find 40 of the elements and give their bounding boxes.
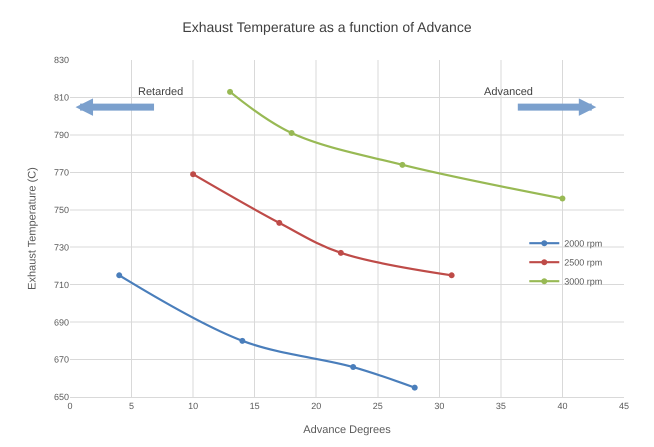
y-tick-label: 670 <box>54 354 69 365</box>
annotation: Retarded <box>138 86 184 98</box>
y-tick-label: 710 <box>54 280 69 290</box>
point <box>227 88 234 95</box>
x-tick-label: 35 <box>496 400 506 411</box>
point <box>276 220 282 226</box>
x-tick-label: 25 <box>372 400 383 411</box>
legend-label: 2500 rpm <box>564 258 602 268</box>
y-tick-label: 750 <box>54 204 69 215</box>
point <box>412 384 418 391</box>
x-tick-label: 5 <box>129 400 134 411</box>
y-tick-label: 770 <box>54 167 69 178</box>
x-tick-label: 15 <box>250 400 260 411</box>
point <box>448 272 455 278</box>
point <box>338 250 344 256</box>
y-tick-label: 690 <box>54 317 69 328</box>
x-tick-label: 45 <box>618 400 630 411</box>
x-axis-title: Advance Degrees <box>303 424 392 436</box>
point <box>116 272 122 278</box>
point <box>559 196 566 202</box>
legend-label: 3000 rpm <box>564 276 602 287</box>
y-tick-label: 730 <box>54 242 69 252</box>
x-tick-label: 30 <box>434 400 444 411</box>
x-tick-label: 0 <box>67 400 73 411</box>
point <box>288 130 295 136</box>
annotation: Advanced <box>484 86 533 98</box>
chart-title: Exhaust Temperature as a function of Advance <box>182 19 472 36</box>
y-axis-title: Exhaust Temperature (C) <box>26 167 39 290</box>
x-tick-label: 20 <box>311 400 322 411</box>
point <box>350 364 356 370</box>
point <box>399 162 406 168</box>
x-tick-label: 40 <box>557 400 568 411</box>
x-tick-label: 10 <box>188 400 198 411</box>
point <box>190 171 196 178</box>
point <box>239 338 246 344</box>
y-tick-label: 810 <box>54 92 69 103</box>
y-tick-label: 790 <box>54 130 69 140</box>
y-tick-label: 650 <box>54 392 69 402</box>
legend-label: 2000 rpm <box>564 238 602 249</box>
y-tick-label: 830 <box>54 55 69 66</box>
